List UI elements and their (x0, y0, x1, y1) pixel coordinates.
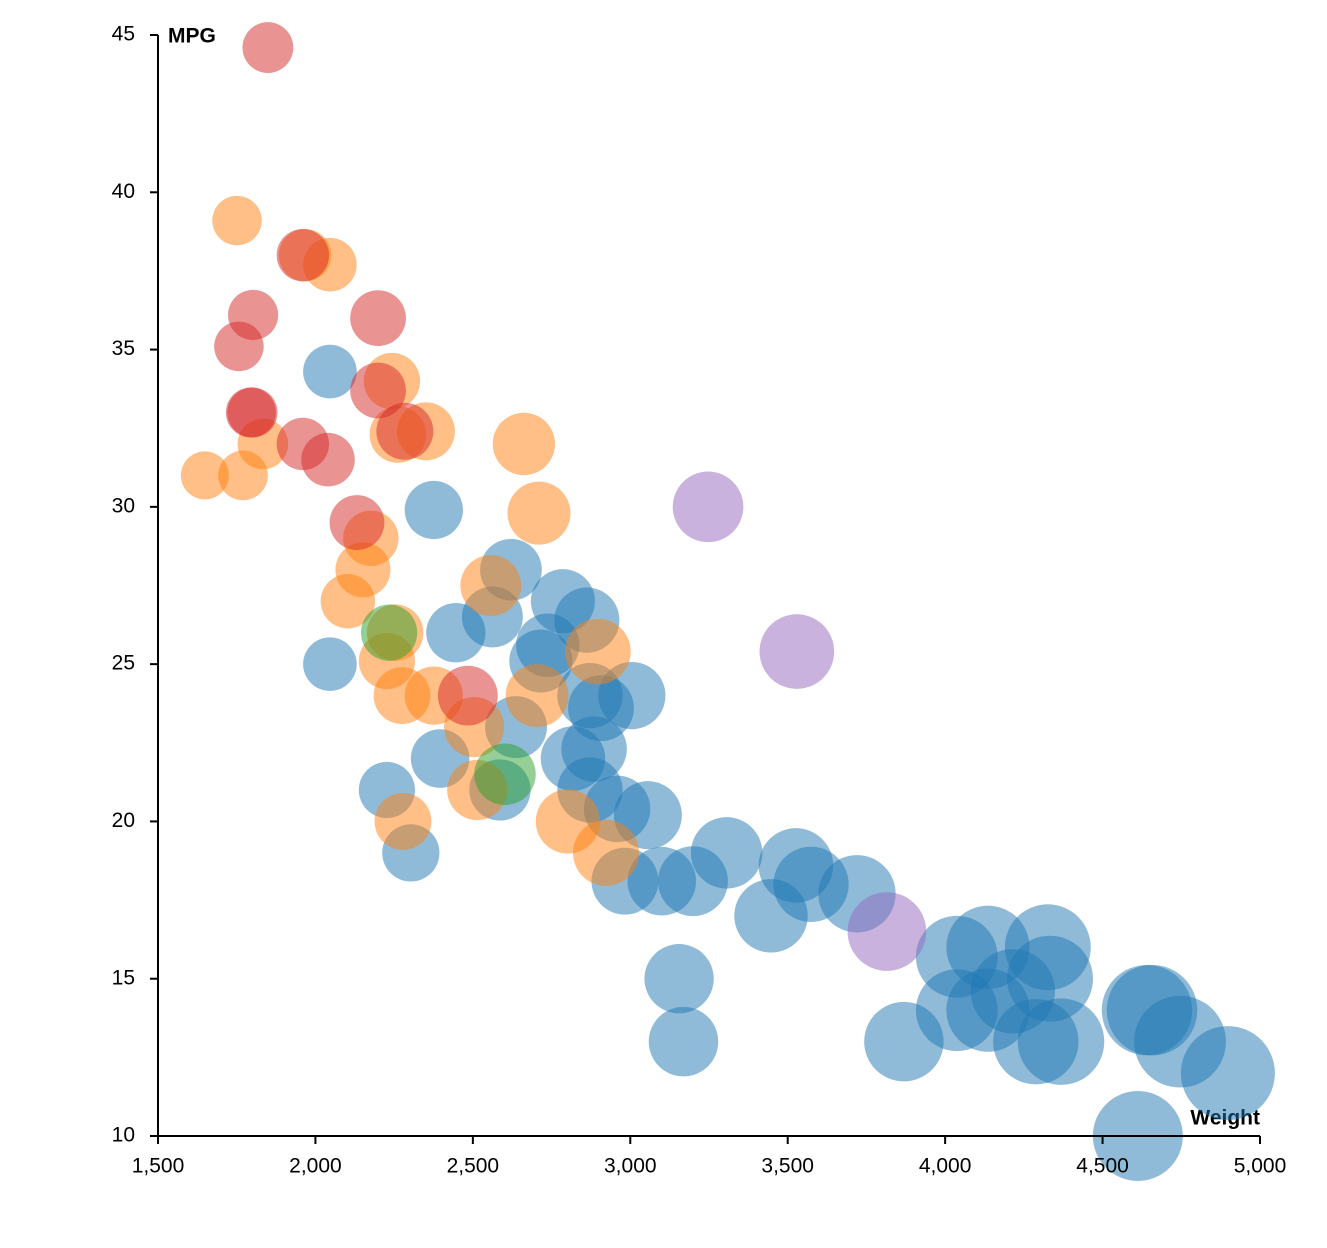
bubble (644, 944, 714, 1014)
plot-area (180, 22, 1275, 1181)
bubble (350, 362, 406, 419)
x-tick-label: 5,000 (1234, 1155, 1287, 1178)
bubble (460, 555, 522, 616)
bubble (1017, 998, 1105, 1085)
y-tick-label: 25 (112, 652, 135, 675)
bubble (374, 792, 432, 850)
bubble (218, 450, 268, 501)
bubble (492, 412, 556, 476)
x-tick-label: 3,500 (761, 1155, 814, 1178)
x-tick-label: 2,000 (289, 1155, 342, 1178)
bubble (507, 481, 571, 545)
y-tick-label: 35 (112, 337, 135, 360)
bubble (303, 344, 357, 399)
bubble (329, 495, 385, 551)
y-tick-label: 40 (112, 180, 135, 203)
bubble (573, 819, 640, 886)
bubble (301, 432, 355, 487)
x-tick-label: 4,000 (919, 1155, 972, 1178)
bubble (657, 846, 728, 917)
bubble (214, 321, 264, 372)
bubble (437, 665, 498, 726)
bubble (759, 614, 835, 689)
bubble (565, 618, 631, 685)
bubble (847, 892, 927, 971)
bubble (505, 664, 569, 728)
bubble (350, 290, 406, 347)
y-tick-label: 10 (112, 1124, 135, 1147)
bubble (276, 229, 330, 282)
bubble (864, 1001, 944, 1082)
bubble (404, 480, 463, 540)
y-tick-label: 15 (112, 966, 135, 989)
y-axis-label: MPG (168, 25, 216, 48)
bubble (212, 195, 262, 246)
x-tick-label: 3,000 (604, 1155, 657, 1178)
y-tick-label: 20 (112, 809, 135, 832)
bubble (360, 604, 418, 661)
bubble (227, 387, 278, 438)
bubble (180, 451, 229, 500)
bubble (320, 574, 376, 629)
y-tick-label: 45 (112, 23, 135, 46)
bubble (376, 402, 434, 460)
bubble (474, 743, 536, 805)
bubble (303, 637, 357, 691)
bubble (672, 471, 744, 543)
bubble (1180, 1026, 1275, 1121)
x-tick-label: 1,500 (132, 1155, 185, 1178)
x-tick-label: 4,500 (1076, 1155, 1129, 1178)
x-tick-label: 2,500 (447, 1155, 500, 1178)
bubble (242, 22, 294, 73)
y-tick-label: 30 (112, 494, 135, 517)
bubble (734, 879, 808, 953)
bubble (648, 1006, 719, 1077)
bubble (516, 613, 580, 677)
